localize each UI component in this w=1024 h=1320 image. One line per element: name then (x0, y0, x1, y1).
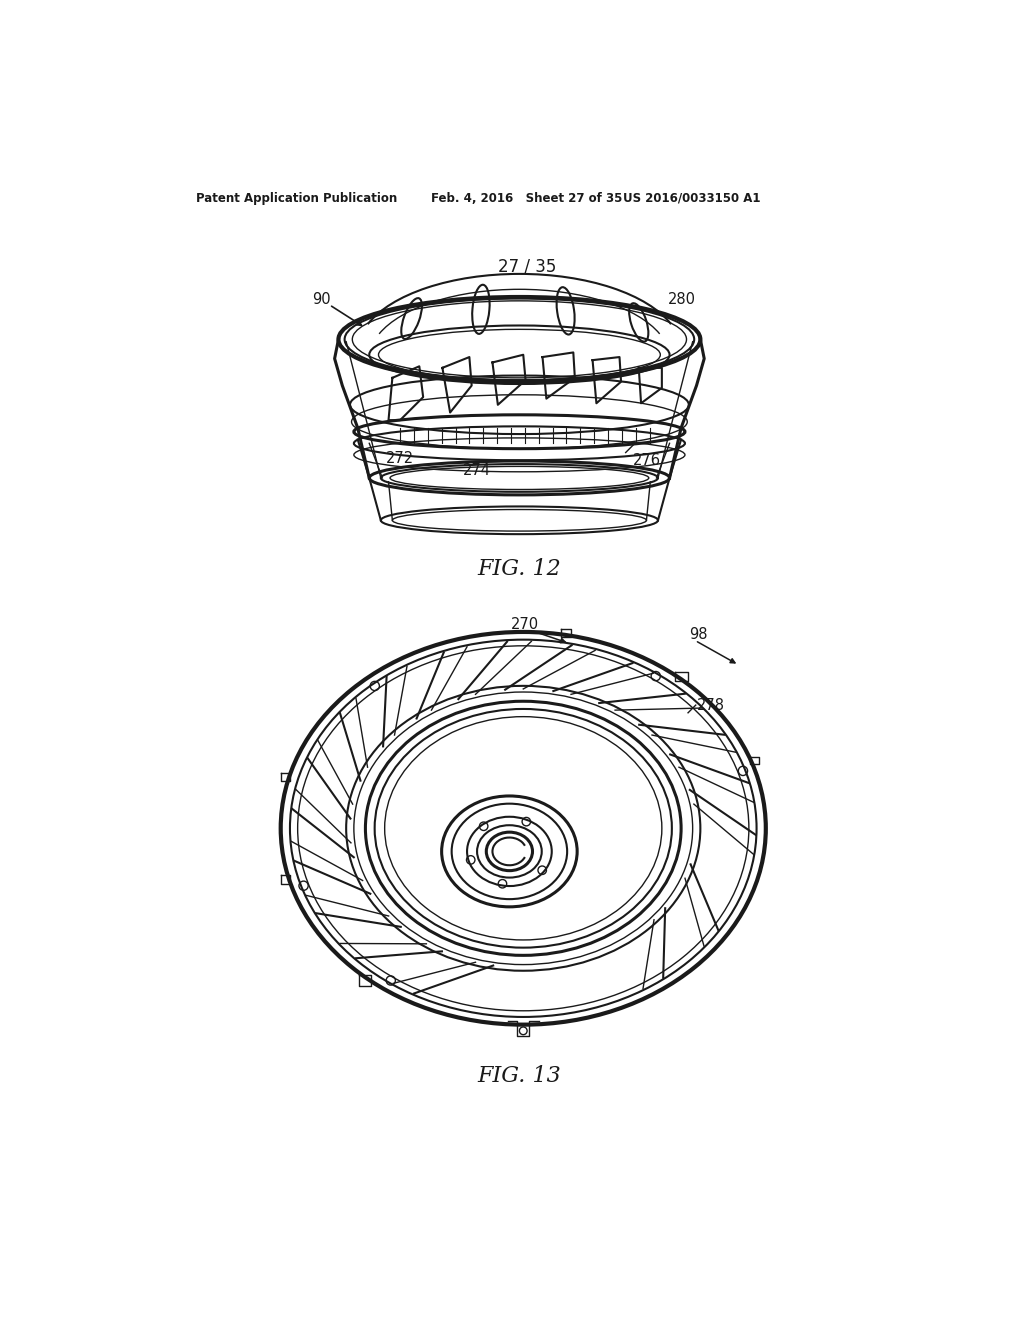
Text: Patent Application Publication: Patent Application Publication (196, 191, 397, 205)
Text: US 2016/0033150 A1: US 2016/0033150 A1 (624, 191, 761, 205)
Text: 27 / 35: 27 / 35 (498, 257, 556, 275)
Text: 272: 272 (386, 451, 414, 466)
Text: 270: 270 (511, 616, 539, 632)
Text: 90: 90 (312, 292, 331, 306)
Text: 274: 274 (463, 463, 492, 478)
Text: 278: 278 (697, 697, 725, 713)
Text: FIG. 12: FIG. 12 (477, 558, 561, 579)
Text: 98: 98 (689, 627, 708, 642)
Text: Feb. 4, 2016   Sheet 27 of 35: Feb. 4, 2016 Sheet 27 of 35 (431, 191, 623, 205)
Text: 280: 280 (668, 292, 696, 306)
Text: FIG. 13: FIG. 13 (477, 1065, 561, 1088)
Text: 276: 276 (633, 453, 660, 467)
